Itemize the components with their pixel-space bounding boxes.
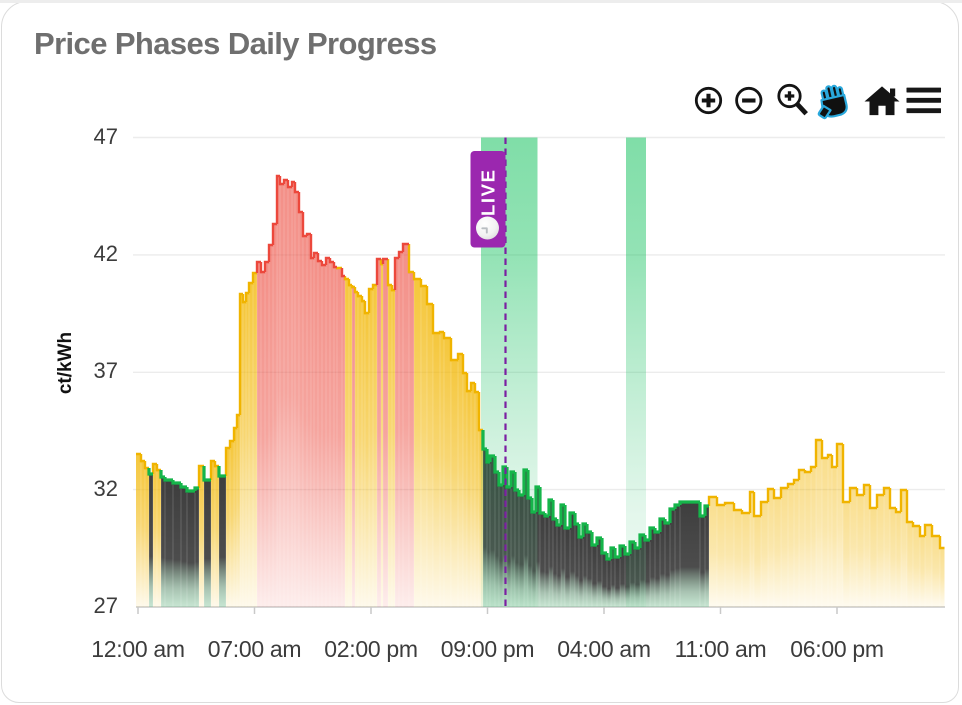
svg-text:LIVE: LIVE (478, 168, 499, 216)
